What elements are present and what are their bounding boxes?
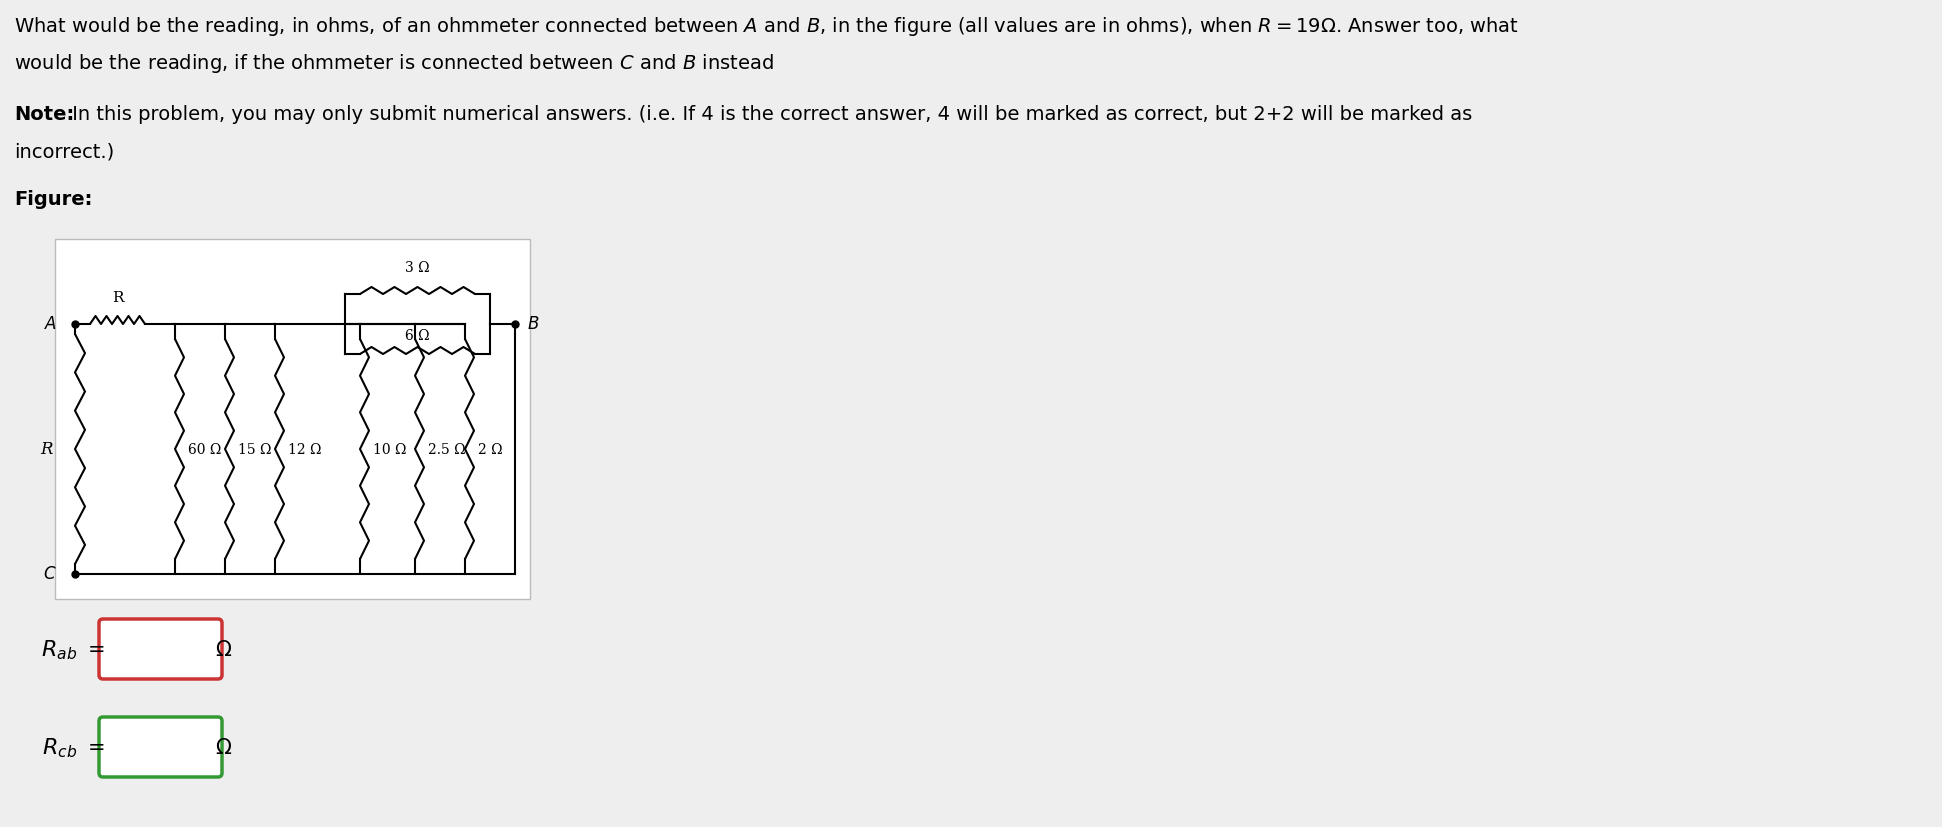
Text: R: R [41, 441, 52, 458]
Text: $R_{cb}$: $R_{cb}$ [43, 735, 78, 759]
Text: Ω: Ω [216, 639, 231, 659]
Text: 10 Ω: 10 Ω [373, 442, 406, 457]
Text: Ω: Ω [216, 737, 231, 757]
Text: Note:: Note: [14, 105, 74, 124]
Text: 12 Ω: 12 Ω [287, 442, 322, 457]
Text: 6 Ω: 6 Ω [406, 328, 429, 342]
Text: =: = [87, 737, 105, 757]
Text: 2.5 Ω: 2.5 Ω [427, 442, 466, 457]
Text: would be the reading, if the ohmmeter is connected between $C$ and $B$ instead: would be the reading, if the ohmmeter is… [14, 52, 773, 75]
Text: In this problem, you may only submit numerical answers. (i.e. If 4 is the correc: In this problem, you may only submit num… [66, 105, 1472, 124]
FancyBboxPatch shape [99, 717, 221, 777]
Text: 2 Ω: 2 Ω [478, 442, 503, 457]
Bar [54, 240, 530, 600]
FancyBboxPatch shape [99, 619, 221, 679]
Text: What would be the reading, in ohms, of an ohmmeter connected between $A$ and $B$: What would be the reading, in ohms, of a… [14, 15, 1519, 38]
Text: $A$: $A$ [45, 316, 56, 333]
Text: 15 Ω: 15 Ω [239, 442, 272, 457]
Text: incorrect.): incorrect.) [14, 141, 115, 160]
Text: 60 Ω: 60 Ω [188, 442, 221, 457]
Text: Figure:: Figure: [14, 189, 93, 208]
Text: $B$: $B$ [526, 316, 540, 333]
Text: =: = [87, 639, 105, 659]
Text: $R_{ab}$: $R_{ab}$ [41, 638, 78, 661]
Text: R: R [113, 290, 122, 304]
Text: 3 Ω: 3 Ω [406, 261, 429, 275]
Text: $C$: $C$ [43, 566, 56, 583]
